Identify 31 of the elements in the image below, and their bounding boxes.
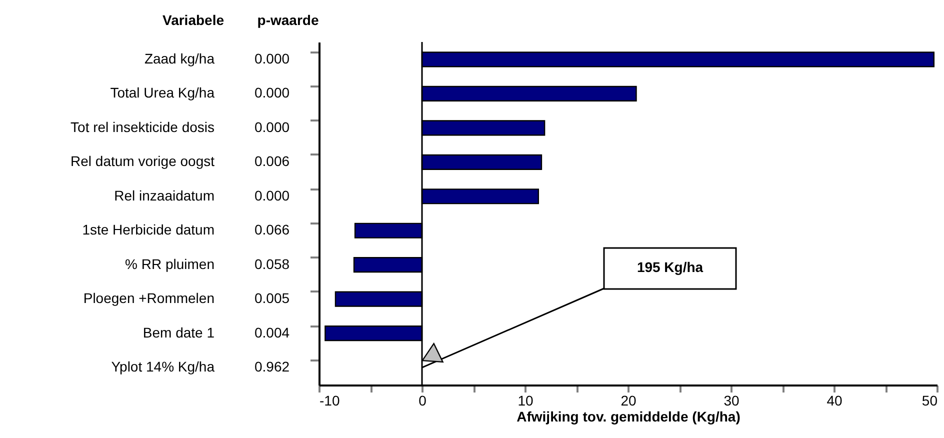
- y-tick-label: Ploegen +Rommelen: [83, 290, 214, 306]
- x-tick-label: 10: [518, 392, 534, 408]
- text: 0.000: [254, 50, 290, 66]
- y-tick-label: Zaad kg/ha: [144, 50, 215, 66]
- x-tick-label: 0: [418, 392, 427, 408]
- x-tick-label: 20: [620, 392, 636, 408]
- text: 0.058: [254, 256, 290, 272]
- x-tick-label: 50: [922, 392, 938, 408]
- text: 0.005: [254, 290, 290, 306]
- y-tick-label: Rel inzaaidatum: [114, 187, 214, 204]
- x-axis-title: Afwijking tov. gemiddelde (Kg/ha): [516, 408, 740, 424]
- y-tick-label: Total Urea Kg/ha: [110, 84, 215, 101]
- x-tick-label: 30: [724, 392, 740, 408]
- y-tick-label: Rel datum vorige oogst: [70, 153, 215, 170]
- x-tick-label: 40: [826, 392, 842, 408]
- text: 0.000: [254, 118, 290, 135]
- y-tick-label: 1ste Herbicide datum: [82, 222, 214, 238]
- text: 0.006: [254, 153, 290, 170]
- y-tick-label: Bem date 1: [142, 324, 215, 340]
- x-tick-label: -10: [320, 392, 340, 408]
- annotation: 195 Kg/ha: [636, 259, 704, 275]
- y-tick-label: % RR pluimen: [125, 256, 214, 272]
- text: 0.000: [254, 84, 290, 101]
- y-tick-label: Tot rel insekticide dosis: [70, 118, 214, 135]
- text: 0.962: [254, 358, 290, 375]
- text: 0.000: [254, 187, 290, 204]
- y-tick-label: Yplot 14% Kg/ha: [111, 358, 215, 375]
- text: 0.004: [254, 324, 290, 340]
- text: Variabele: [162, 12, 224, 28]
- text: 0.066: [254, 222, 290, 238]
- text: p-waarde: [257, 12, 319, 28]
